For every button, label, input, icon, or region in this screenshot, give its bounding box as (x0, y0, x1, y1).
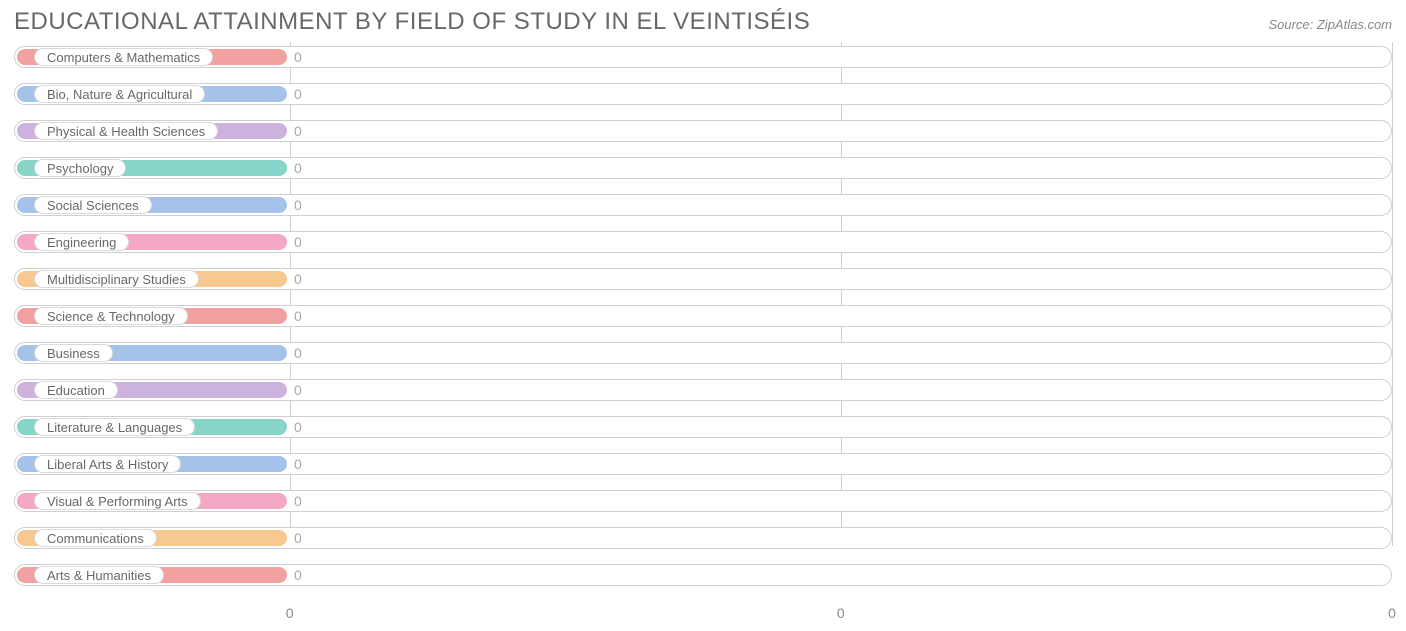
x-axis-tick: 0 (286, 605, 294, 621)
bar-row: Business 0 (14, 342, 1392, 364)
bar-value: 0 (294, 46, 302, 68)
bar-label: Education (34, 381, 118, 399)
bar-label: Science & Technology (34, 307, 188, 325)
bar-value: 0 (294, 379, 302, 401)
bar-row: Education 0 (14, 379, 1392, 401)
bar-label: Liberal Arts & History (34, 455, 181, 473)
bar-value: 0 (294, 416, 302, 438)
bar-label: Engineering (34, 233, 129, 251)
bar-value: 0 (294, 453, 302, 475)
chart-source: Source: ZipAtlas.com (1268, 17, 1392, 32)
bar-row: Bio, Nature & Agricultural 0 (14, 83, 1392, 105)
bar-value: 0 (294, 83, 302, 105)
bar-row: Visual & Performing Arts 0 (14, 490, 1392, 512)
bar-label: Literature & Languages (34, 418, 195, 436)
bar-value: 0 (294, 305, 302, 327)
chart-title: EDUCATIONAL ATTAINMENT BY FIELD OF STUDY… (14, 8, 810, 36)
bar-row: Science & Technology 0 (14, 305, 1392, 327)
bar-label: Social Sciences (34, 196, 152, 214)
bar-value: 0 (294, 231, 302, 253)
bar-label: Multidisciplinary Studies (34, 270, 199, 288)
bar-row: Literature & Languages 0 (14, 416, 1392, 438)
bar-row: Multidisciplinary Studies 0 (14, 268, 1392, 290)
bar-row: Physical & Health Sciences 0 (14, 120, 1392, 142)
bar-label: Visual & Performing Arts (34, 492, 201, 510)
bar-row: Computers & Mathematics 0 (14, 46, 1392, 68)
bar-value: 0 (294, 564, 302, 586)
bar-label: Psychology (34, 159, 126, 177)
bar-label: Computers & Mathematics (34, 48, 213, 66)
bar-label: Communications (34, 529, 157, 547)
bar-row: Social Sciences 0 (14, 194, 1392, 216)
bar-value: 0 (294, 342, 302, 364)
x-axis-tick: 0 (1388, 605, 1396, 621)
x-axis-tick: 0 (837, 605, 845, 621)
bar-row: Liberal Arts & History 0 (14, 453, 1392, 475)
chart-area: Computers & Mathematics0Bio, Nature & Ag… (0, 42, 1406, 586)
bar-label: Physical & Health Sciences (34, 122, 218, 140)
bar-label: Arts & Humanities (34, 566, 164, 584)
bar-row: Engineering 0 (14, 231, 1392, 253)
bar-value: 0 (294, 490, 302, 512)
bar-value: 0 (294, 120, 302, 142)
bar-value: 0 (294, 157, 302, 179)
bar-value: 0 (294, 268, 302, 290)
gridline (1392, 42, 1393, 546)
bar-value: 0 (294, 194, 302, 216)
bar-label: Business (34, 344, 113, 362)
bar-label: Bio, Nature & Agricultural (34, 85, 205, 103)
bar-row: Communications 0 (14, 527, 1392, 549)
bar-row: Arts & Humanities 0 (14, 564, 1392, 586)
x-axis: 000 (14, 601, 1392, 631)
bar-row: Psychology 0 (14, 157, 1392, 179)
bar-value: 0 (294, 527, 302, 549)
chart-header: EDUCATIONAL ATTAINMENT BY FIELD OF STUDY… (0, 0, 1406, 42)
bars-container: Computers & Mathematics0Bio, Nature & Ag… (14, 46, 1392, 586)
